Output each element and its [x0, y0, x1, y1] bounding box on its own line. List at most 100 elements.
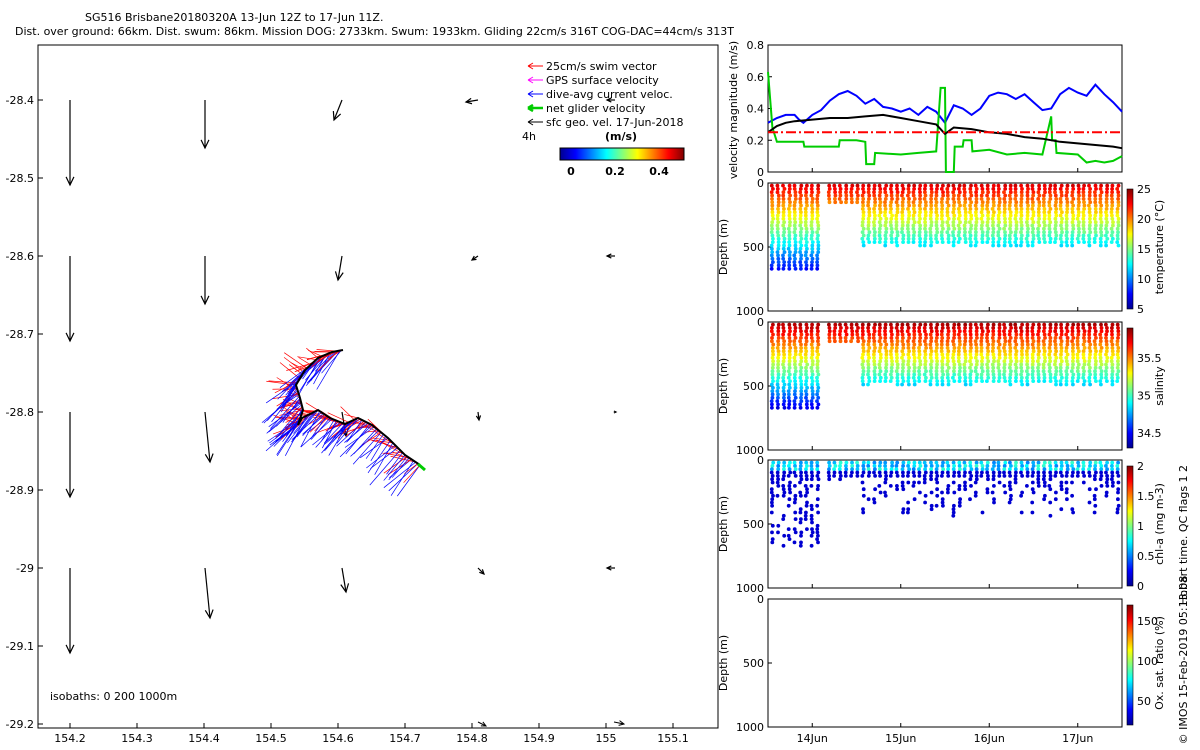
profile-dot	[805, 375, 809, 380]
profile-dot	[1092, 510, 1097, 515]
profile-dot	[788, 379, 792, 383]
profile-dot	[895, 233, 900, 238]
profile-dot	[1109, 233, 1114, 238]
profile-dot	[1037, 240, 1042, 245]
profile-dot	[1025, 207, 1030, 211]
profile-dot	[1059, 342, 1063, 347]
profile-dot	[905, 322, 910, 327]
profile-dot	[776, 359, 781, 364]
profile-dot	[770, 467, 774, 472]
profile-dot	[782, 392, 787, 397]
profile-dot	[1065, 352, 1070, 357]
profile-dot	[770, 500, 774, 505]
profile-dot	[928, 355, 933, 360]
profile-dot	[799, 392, 804, 397]
profile-dot	[792, 405, 797, 410]
profile-dot	[1093, 193, 1098, 198]
profile-dot	[873, 375, 877, 380]
profile-dot	[793, 464, 797, 468]
header-line2: Dist. over ground: 66km. Dist. swum: 86k…	[15, 25, 734, 38]
profile-dot	[951, 223, 956, 228]
profile-dot	[1065, 243, 1069, 248]
profile-dot	[849, 474, 853, 478]
profile-dot	[861, 243, 866, 248]
dac-vector	[286, 408, 303, 435]
profile-dot	[1043, 240, 1047, 245]
profile-dot	[856, 193, 860, 198]
profile-dot	[1008, 213, 1013, 218]
dac-vector	[276, 422, 300, 457]
dac-vector	[287, 413, 312, 444]
profile-dot	[992, 464, 996, 468]
lon-tick-label: 154.6	[322, 732, 354, 745]
profile-dot	[1030, 223, 1035, 228]
profile-dot	[1109, 339, 1114, 344]
profile-dot	[900, 355, 904, 360]
profile-dot	[866, 329, 871, 334]
profile-dot	[952, 379, 957, 383]
profile-dot	[781, 365, 786, 370]
profile-dot	[941, 460, 945, 465]
profile-dot	[1053, 474, 1058, 478]
profile-dot	[861, 470, 866, 475]
profile-dot	[798, 230, 803, 235]
profile-dot	[1087, 240, 1091, 245]
profile-dot	[1071, 355, 1075, 360]
profile-dot	[843, 322, 848, 327]
profile-dot	[1002, 322, 1006, 327]
profile-dot	[979, 349, 984, 354]
profile-dot	[861, 372, 865, 377]
profile-dot	[884, 355, 889, 360]
profile-dot	[782, 236, 787, 241]
profile-dot	[1014, 365, 1019, 370]
dac-vector	[324, 422, 344, 443]
profile-dot	[906, 193, 910, 198]
profile-dot	[1059, 349, 1064, 354]
profile-dot	[973, 226, 978, 231]
profile-dot	[782, 464, 786, 468]
profile-dot	[918, 210, 922, 215]
profile-dot	[861, 460, 866, 465]
profile-dot	[793, 243, 798, 248]
profile-dot	[809, 223, 814, 228]
profile-dot	[804, 503, 809, 508]
profile-dot	[1013, 326, 1018, 330]
profile-dot	[912, 365, 917, 370]
profile-dot	[1030, 216, 1035, 221]
profile-dot	[1098, 339, 1103, 344]
profile-dot	[1076, 365, 1080, 370]
profile-dot	[1070, 339, 1074, 344]
profile-dot	[1002, 329, 1006, 334]
profile-dot	[1110, 375, 1114, 380]
lat-tick-label: -28.5	[6, 172, 34, 185]
profile-dot	[1025, 352, 1029, 357]
profile-dot	[1104, 339, 1109, 344]
profile-dot	[810, 385, 814, 390]
profile-dot	[1094, 470, 1098, 475]
profile-dot	[1048, 342, 1052, 347]
geo-arrow	[334, 255, 344, 282]
profile-dot	[939, 349, 944, 354]
profile-dot	[866, 352, 871, 357]
profile-dot	[770, 395, 775, 400]
profile-dot	[974, 213, 978, 218]
profile-dot	[1082, 474, 1086, 478]
profile-dot	[901, 365, 905, 370]
profile-dot	[951, 233, 956, 238]
profile-dot	[956, 233, 961, 238]
profile-dot	[929, 326, 933, 330]
profile-dot	[771, 187, 775, 191]
profile-dot	[861, 464, 866, 468]
profile-dot	[883, 372, 888, 377]
profile-dot	[827, 322, 831, 327]
profile-dot	[1081, 480, 1086, 485]
profile-dot	[958, 467, 962, 472]
profile-dot	[1037, 223, 1042, 228]
profile-dot	[799, 474, 803, 478]
profile-dot	[894, 226, 899, 231]
profile-dot	[1048, 197, 1053, 201]
profile-dot	[1037, 216, 1041, 221]
profile-dot	[884, 349, 889, 354]
profile-dot	[776, 339, 780, 344]
profile-dot	[878, 200, 883, 205]
